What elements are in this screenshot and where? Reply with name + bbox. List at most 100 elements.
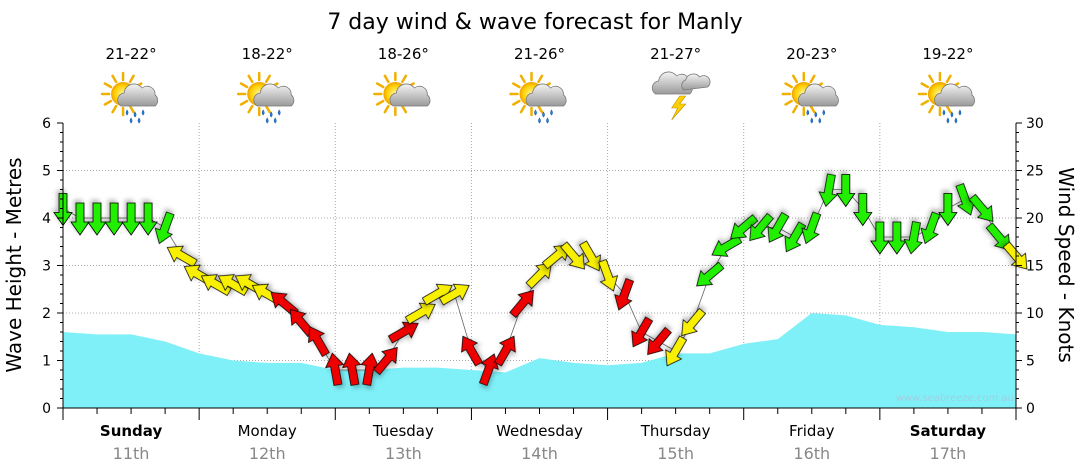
credit-text: www.seabreeze.com.au <box>896 393 1014 404</box>
rain-drop <box>265 117 269 124</box>
temperature-range: 18-26° <box>378 45 429 63</box>
day-date-label: 17th <box>930 444 967 463</box>
sun-ray <box>128 74 135 84</box>
rain-drop <box>814 111 818 118</box>
wind-arrow <box>836 174 856 208</box>
sun-cloud-icon <box>373 71 431 117</box>
rain-drop <box>810 117 814 124</box>
wind-arrow <box>104 202 124 236</box>
rain-drop <box>269 111 273 118</box>
sun-ray <box>945 74 952 84</box>
y-axis-right-title: Wind Speed - Knots <box>1054 167 1078 363</box>
rain-drop <box>261 109 265 116</box>
y-left-tick-label: 2 <box>42 306 51 322</box>
rain-drop <box>141 109 145 116</box>
y-right-tick-label: 20 <box>1026 211 1044 227</box>
sun-ray <box>239 82 249 89</box>
sun-ray <box>809 74 816 84</box>
rain-drop <box>125 109 129 116</box>
day-date-label: 15th <box>657 444 694 463</box>
wave-height-area <box>63 313 1016 408</box>
wind-arrow <box>404 302 436 325</box>
day-date-label: 11th <box>113 444 150 463</box>
wave-area-layer <box>63 313 1016 408</box>
sun-ray <box>401 74 408 84</box>
y-right-tick-label: 15 <box>1026 259 1044 275</box>
y-right-tick-label: 0 <box>1026 401 1035 417</box>
wind-arrow <box>985 222 1011 251</box>
y-left-tick-label: 4 <box>42 211 51 227</box>
wind-arrow <box>308 326 330 358</box>
sun-ray <box>512 82 521 89</box>
wind-arrow <box>541 244 571 270</box>
sun-ray <box>128 104 135 114</box>
wind-arrow <box>461 335 483 367</box>
wind-arrow <box>749 212 774 242</box>
rain-drop <box>534 109 537 116</box>
wind-arrows-layer <box>53 173 1028 386</box>
wind-arrow <box>614 278 635 311</box>
wind-arrow <box>853 193 873 227</box>
sun-ray <box>519 74 526 84</box>
cloud-shape <box>934 83 975 107</box>
wind-arrow <box>478 353 499 386</box>
sun-ray <box>920 82 930 89</box>
cloud-shape <box>117 83 159 107</box>
wind-arrow <box>560 241 585 270</box>
chart-title: 7 day wind & wave forecast for Manly <box>327 10 742 35</box>
sun-ray <box>111 104 118 114</box>
y-right-tick-label: 25 <box>1026 164 1044 180</box>
rain-drop <box>550 109 553 116</box>
y-right-tick-label: 5 <box>1026 354 1035 370</box>
wind-arrow <box>696 261 725 287</box>
sun-ray <box>383 104 390 114</box>
wind-arrow <box>121 202 141 236</box>
rain-drop <box>942 109 946 116</box>
rain-drop <box>818 117 822 124</box>
sun-ray <box>519 104 526 114</box>
y-left-tick-label: 0 <box>42 401 51 417</box>
wind-arrow <box>784 221 807 253</box>
forecast-header: 21-22° 18-22° 18-26° 21-26° 21-27° 20-23° 19-2… <box>100 45 975 124</box>
rain-drop <box>958 109 962 116</box>
wind-arrow <box>711 234 743 257</box>
wind-arrow <box>818 173 838 207</box>
y-right-tick-label: 30 <box>1026 116 1044 132</box>
wind-arrow <box>166 245 198 268</box>
sun-ray <box>103 82 113 89</box>
wind-arrow <box>767 211 790 243</box>
wind-arrow <box>631 316 654 348</box>
sun-ray <box>512 99 521 106</box>
rain-drop <box>954 117 958 124</box>
temperature-range: 21-27° <box>650 45 701 63</box>
sun-rain-icon <box>781 71 839 124</box>
rain-drop <box>137 117 141 124</box>
y-right-tick-label: 10 <box>1026 306 1044 322</box>
rain-drop <box>546 117 549 124</box>
cloud-shape <box>681 73 711 91</box>
wind-arrow <box>493 335 516 367</box>
axes: 0 1 2 3 4 5 6 0 5 10 15 20 25 30 <box>42 116 1044 420</box>
rain-drop <box>542 111 545 118</box>
cloud-shape <box>389 83 431 107</box>
wind-arrow <box>903 221 923 255</box>
rain-drop <box>806 109 810 116</box>
cloud-shape <box>797 83 839 107</box>
sun-ray <box>537 74 544 84</box>
sun-ray <box>945 104 952 114</box>
cloud-shape <box>525 83 567 107</box>
day-name-label: Sunday <box>100 422 163 440</box>
sun-ray <box>111 74 118 84</box>
day-name-label: Thursday <box>640 422 711 440</box>
day-date-label: 16th <box>793 444 830 463</box>
rain-drop <box>950 111 954 118</box>
sun-ray <box>792 74 799 84</box>
wind-arrow <box>665 335 688 367</box>
sun-ray <box>784 82 793 89</box>
wind-arrow <box>1002 241 1028 270</box>
day-date-label: 12th <box>249 444 286 463</box>
temperature-range: 21-22° <box>106 45 157 63</box>
rain-drop <box>822 109 826 116</box>
day-name-label: Monday <box>238 422 297 440</box>
